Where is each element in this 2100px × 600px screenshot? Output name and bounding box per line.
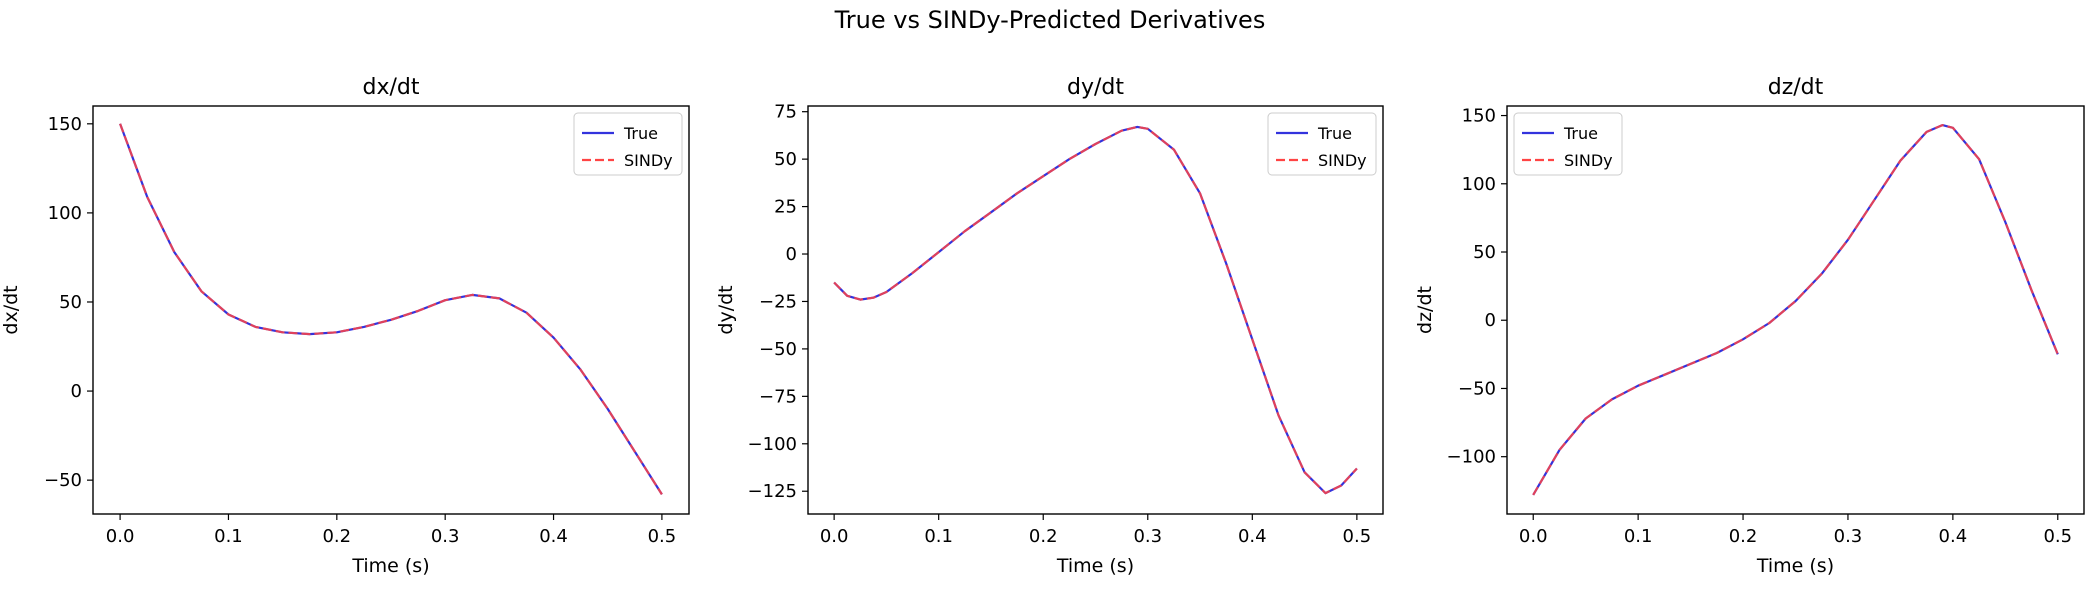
y-tick-label: 50 [59,292,82,313]
x-tick-label: 0.2 [1729,526,1758,547]
plot-frame [92,105,690,515]
y-tick-label: 0 [71,381,82,402]
legend-label-true: True [1563,124,1598,143]
x-axis-label: Time (s) [1756,555,1834,577]
y-axis-label: dy/dt [715,285,737,334]
legend-label-true: True [623,124,658,143]
x-tick-label: 0.3 [1834,526,1863,547]
y-tick-label: −100 [748,434,797,455]
x-tick-label: 0.0 [1519,526,1548,547]
y-tick-label: 50 [774,149,797,170]
y-tick-label: 25 [774,197,797,218]
plot-frame [807,105,1384,515]
x-axis-label: Time (s) [1056,555,1134,577]
x-tick-label: 0.0 [820,526,849,547]
x-tick-label: 0.2 [322,526,351,547]
legend: True SINDy [1513,112,1623,176]
series-line-sindy [1532,124,2059,496]
x-tick-label: 0.5 [2043,526,2072,547]
legend: True SINDy [1267,112,1377,176]
plot-frame [1506,105,2085,515]
series-line-sindy [119,123,663,495]
x-tick-label: 0.4 [1238,526,1267,547]
chart-panel-2: 0.0 0.1 0.2 0.3 0.4 0.5 −125 −100 −75 −50 −25 0 25 50… [715,75,1384,577]
y-tick-label: −50 [759,339,797,360]
x-tick-label: 0.3 [1133,526,1162,547]
y-tick-label: −25 [759,291,797,312]
legend-label-true: True [1317,124,1352,143]
y-tick-label: 150 [1462,106,1496,127]
legend-label-sindy: SINDy [1318,151,1367,170]
x-tick-label: 0.4 [1939,526,1968,547]
x-tick-label: 0.4 [539,526,568,547]
y-tick-label: 75 [774,102,797,123]
legend-label-sindy: SINDy [624,151,673,170]
chart-panel-1: 0.0 0.1 0.2 0.3 0.4 0.5 −50 0 50 100 150 dx/dt Time … [0,75,690,577]
x-tick-label: 0.5 [648,526,677,547]
series-line-true [119,123,663,495]
y-tick-label: −125 [748,481,797,502]
x-tick-label: 0.1 [924,526,953,547]
series-line-true [833,125,1358,495]
y-tick-label: −50 [1458,378,1496,399]
x-axis-label: Time (s) [351,555,429,577]
legend-label-sindy: SINDy [1564,151,1613,170]
y-tick-label: −100 [1447,447,1496,468]
x-tick-label: 0.1 [1624,526,1653,547]
x-tick-label: 0.1 [214,526,243,547]
x-tick-label: 0.3 [431,526,460,547]
y-tick-label: 150 [48,114,82,135]
x-tick-label: 0.0 [106,526,135,547]
y-tick-label: 100 [48,203,82,224]
series-line-true [1532,124,2059,496]
y-axis-label: dz/dt [1414,286,1436,334]
y-tick-label: −50 [44,470,82,491]
legend: True SINDy [573,112,683,176]
y-tick-label: −75 [759,386,797,407]
y-tick-label: 0 [786,244,797,265]
x-tick-label: 0.2 [1029,526,1058,547]
series-line-sindy [833,125,1358,495]
y-tick-label: 50 [1473,242,1496,263]
y-tick-label: 100 [1462,174,1496,195]
y-tick-label: 0 [1485,310,1496,331]
subplot-title: dy/dt [1067,75,1124,100]
subplot-title: dz/dt [1768,75,1824,100]
x-tick-label: 0.5 [1343,526,1372,547]
subplot-title: dx/dt [363,75,420,100]
y-axis-label: dx/dt [0,285,22,334]
chart-panel-3: 0.0 0.1 0.2 0.3 0.4 0.5 −100 −50 0 50 100 150 dz/dt T… [1414,75,2085,577]
figure-title: True vs SINDy-Predicted Derivatives [834,6,1266,34]
